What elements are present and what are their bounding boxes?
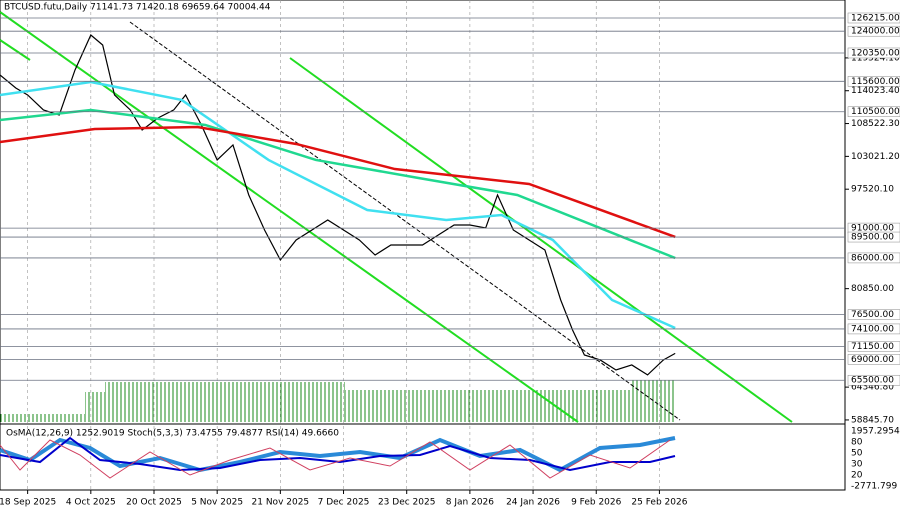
level-label: 86000.00 xyxy=(851,253,894,263)
y-tick-label: 103021.20 xyxy=(851,152,900,162)
level-label: 69000.00 xyxy=(851,355,894,365)
level-box xyxy=(847,252,900,264)
oscillators xyxy=(0,436,676,479)
sub-tick-label: 50 xyxy=(851,449,863,459)
x-tick-label: 21 Nov 2025 xyxy=(252,498,310,508)
level-label: 76500.00 xyxy=(851,310,894,320)
volume xyxy=(0,380,675,422)
price-line xyxy=(0,125,676,239)
x-tick-label: 23 Dec 2025 xyxy=(378,498,436,508)
level-box xyxy=(847,323,900,335)
level-label: 74100.00 xyxy=(851,324,894,334)
level-label: 89500.00 xyxy=(851,233,894,243)
level-label: 120350.00 xyxy=(851,48,900,58)
x-tick-label: 9 Feb 2026 xyxy=(571,498,622,508)
y-tick-label: 64346.80 xyxy=(851,383,894,393)
x-tick-label: 20 Oct 2025 xyxy=(126,498,182,508)
sub-tick-label: 80 xyxy=(851,438,863,448)
x-tick-label: 8 Jan 2026 xyxy=(446,498,494,508)
price-line xyxy=(0,108,676,260)
level-box xyxy=(847,231,900,243)
level-label: 71150.00 xyxy=(851,342,894,352)
level-label: 91000.00 xyxy=(851,224,894,234)
level-box xyxy=(847,354,900,365)
indicator-label: OsMA(12,26,9) 1252.9019 Stoch(5,3,3) 73.… xyxy=(6,429,339,439)
level-box xyxy=(847,341,900,352)
y-tick-label: 114023.40 xyxy=(851,86,900,96)
level-label: 124000.00 xyxy=(851,27,900,37)
level-label: 65500.00 xyxy=(851,376,894,386)
x-tick-label: 4 Oct 2025 xyxy=(66,498,116,508)
level-box xyxy=(847,309,900,320)
price-line xyxy=(0,80,676,330)
sub-tick-label: 30 xyxy=(851,460,863,470)
y-tick-label: 119524.10 xyxy=(851,53,900,63)
level-label: 126215.00 xyxy=(851,13,900,23)
sub-tick-label: -2771.799 xyxy=(851,482,897,492)
y-tick-label: 108522.30 xyxy=(851,119,900,129)
chart-title: BTCUSD.futu,Daily 71141.73 71420.18 6965… xyxy=(4,3,271,13)
x-tick-label: 5 Nov 2025 xyxy=(191,498,243,508)
y-tick-label: 58845.70 xyxy=(851,415,894,425)
level-label: 115600.00 xyxy=(851,77,900,87)
level-box xyxy=(847,106,900,117)
sub-tick-label: 20 xyxy=(851,471,863,481)
x-tick-label: 7 Dec 2025 xyxy=(318,498,370,508)
level-box xyxy=(847,12,900,24)
y-tick-label: 80850.00 xyxy=(851,284,894,294)
y-tick-label: 97520.10 xyxy=(851,185,894,195)
trend-lines xyxy=(0,11,793,423)
x-tick-label: 18 Sep 2025 xyxy=(0,498,56,508)
level-box xyxy=(847,76,900,87)
x-tick-label: 25 Feb 2026 xyxy=(631,498,687,508)
level-box xyxy=(847,374,900,386)
x-tick-label: 24 Jan 2026 xyxy=(506,498,560,508)
level-box xyxy=(847,47,900,59)
level-box xyxy=(847,25,900,37)
sub-tick-label: 1957.2954 xyxy=(851,427,900,437)
level-label: 110500.00 xyxy=(851,107,900,117)
